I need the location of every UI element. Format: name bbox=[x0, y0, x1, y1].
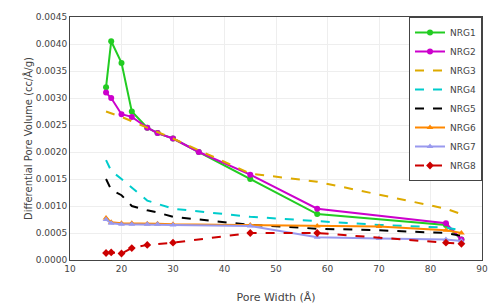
svg-text:NRG8: NRG8 bbox=[450, 161, 476, 171]
svg-text:0.0025: 0.0025 bbox=[36, 120, 68, 130]
svg-text:NRG3: NRG3 bbox=[450, 66, 476, 76]
svg-text:NRG5: NRG5 bbox=[450, 104, 476, 114]
svg-text:NRG6: NRG6 bbox=[450, 123, 476, 133]
svg-text:NRG2: NRG2 bbox=[450, 47, 476, 57]
svg-text:10: 10 bbox=[64, 264, 76, 274]
svg-text:Pore Width (Å): Pore Width (Å) bbox=[236, 291, 315, 304]
svg-text:40: 40 bbox=[219, 264, 231, 274]
svg-text:0.0005: 0.0005 bbox=[36, 228, 68, 238]
svg-text:0.0035: 0.0035 bbox=[36, 66, 68, 76]
svg-text:0.0015: 0.0015 bbox=[36, 174, 68, 184]
svg-text:0.0045: 0.0045 bbox=[36, 12, 68, 22]
svg-text:80: 80 bbox=[425, 264, 437, 274]
svg-text:0.0020: 0.0020 bbox=[36, 147, 68, 157]
svg-text:90: 90 bbox=[476, 264, 488, 274]
svg-text:0.0040: 0.0040 bbox=[36, 39, 68, 49]
svg-text:NRG1: NRG1 bbox=[450, 28, 476, 38]
svg-text:60: 60 bbox=[322, 264, 334, 274]
svg-text:70: 70 bbox=[373, 264, 385, 274]
svg-text:50: 50 bbox=[270, 264, 282, 274]
svg-text:20: 20 bbox=[116, 264, 128, 274]
svg-text:0.0010: 0.0010 bbox=[36, 201, 68, 211]
svg-text:0.0000: 0.0000 bbox=[36, 255, 68, 265]
svg-text:NRG7: NRG7 bbox=[450, 142, 476, 152]
svg-text:30: 30 bbox=[167, 264, 179, 274]
svg-text:NRG4: NRG4 bbox=[450, 85, 476, 95]
svg-text:0.0030: 0.0030 bbox=[36, 93, 68, 103]
svg-text:Differential Pore Volume (cc/Å: Differential Pore Volume (cc/Å/g) bbox=[22, 57, 34, 220]
